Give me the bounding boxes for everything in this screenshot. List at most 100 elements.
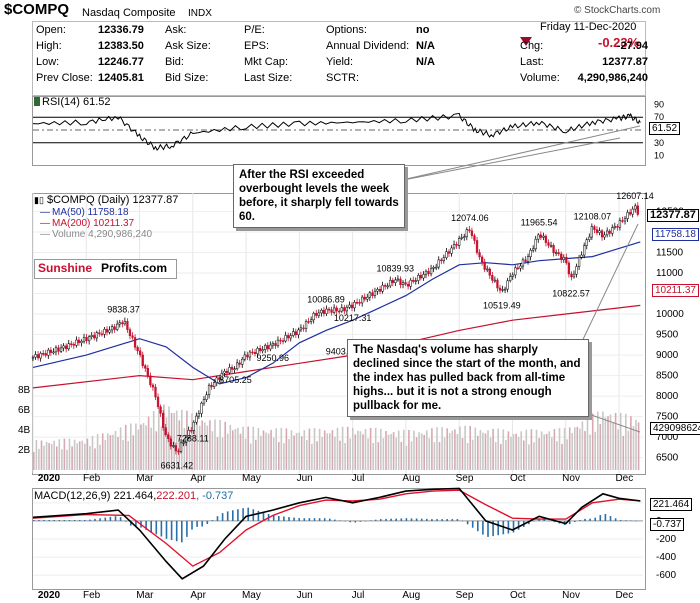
- candle-body: [174, 445, 178, 452]
- volume-bar: [591, 413, 594, 470]
- volume-bar: [581, 421, 584, 470]
- volume-bar: [109, 435, 112, 470]
- volume-bar: [43, 445, 45, 470]
- candle-body: [475, 240, 479, 253]
- quote-label: Last Size:: [244, 72, 293, 84]
- candle-body: [585, 239, 588, 246]
- macd-histogram-bar: [63, 520, 66, 521]
- volume-bar: [530, 429, 533, 470]
- candle-body: [151, 384, 155, 388]
- volume-bar: [441, 427, 443, 470]
- month-tick-label: Oct: [510, 590, 526, 601]
- candle-body: [52, 351, 55, 354]
- candle-body: [197, 413, 201, 417]
- volume-bar: [219, 420, 221, 470]
- candle-body: [386, 285, 389, 288]
- volume-bar: [247, 426, 249, 470]
- candle-body: [233, 368, 236, 370]
- volume-bar: [535, 429, 538, 470]
- macd-histogram-bar: [221, 513, 224, 521]
- volume-bar: [68, 438, 71, 470]
- volume-bar: [540, 431, 543, 470]
- quote-label: P/E:: [244, 24, 265, 36]
- candle-body: [105, 328, 109, 333]
- volume-bar: [390, 434, 392, 470]
- logo-text-a: Sunshine: [38, 261, 93, 275]
- volume-bar: [224, 421, 226, 470]
- volume-bar: [597, 411, 599, 470]
- volume-bar: [548, 431, 551, 470]
- volume-bar: [278, 441, 280, 470]
- candle-body: [486, 268, 489, 271]
- candle-body: [557, 252, 560, 255]
- macd-histogram-bar: [471, 520, 474, 528]
- macd-histogram-bar: [625, 520, 627, 521]
- volume-bar: [71, 446, 73, 470]
- candle-body: [437, 259, 440, 268]
- macd-histogram-bar: [272, 515, 275, 521]
- volume-bar: [275, 428, 277, 470]
- volume-bar: [431, 428, 433, 470]
- month-tick-label: Nov: [562, 590, 580, 601]
- volume-bar: [574, 427, 576, 470]
- candle-body: [524, 259, 527, 262]
- volume-bar: [438, 442, 441, 470]
- candle-body: [258, 348, 262, 352]
- volume-bar: [568, 427, 571, 470]
- volume-bar: [211, 431, 214, 470]
- volume-bar: [410, 441, 413, 470]
- candle-body: [424, 270, 428, 275]
- macd-histogram-bar: [619, 520, 622, 521]
- volume-annotation-pointer: [576, 223, 639, 353]
- volume-bar: [226, 433, 229, 470]
- candle-body: [284, 335, 287, 342]
- rsi-panel: [32, 96, 646, 166]
- volume-bar: [114, 430, 117, 470]
- macd-histogram-bar: [456, 519, 459, 521]
- macd-histogram-bar: [135, 520, 137, 527]
- candle-body: [562, 257, 565, 260]
- macd-histogram-bar: [145, 520, 147, 530]
- price-tick-label: 7000: [656, 432, 679, 443]
- month-tick-label: Apr: [190, 590, 206, 601]
- macd-histogram-bar: [323, 518, 326, 521]
- candle-body: [269, 344, 272, 350]
- volume-bar: [140, 424, 142, 470]
- volume-bar: [625, 413, 627, 470]
- volume-bar: [112, 434, 114, 470]
- price-point-label: 9403.00: [326, 347, 359, 357]
- candle-body: [491, 275, 494, 281]
- candle-body: [414, 280, 417, 282]
- candle-body: [503, 288, 507, 291]
- candle-body: [532, 248, 535, 251]
- candle-body: [368, 292, 371, 298]
- candle-body: [567, 262, 571, 275]
- volume-bar: [630, 416, 632, 470]
- rsi-annotation-pointer: [392, 137, 621, 183]
- macd-histogram-bar: [364, 520, 367, 522]
- volume-bar: [132, 435, 135, 470]
- volume-bar: [448, 433, 451, 470]
- macd-histogram-bar: [410, 518, 413, 521]
- volume-bar: [382, 438, 385, 470]
- candle-body: [343, 307, 346, 312]
- volume-bar: [339, 440, 341, 470]
- candle-body: [565, 257, 568, 264]
- quote-label: Volume:: [520, 72, 560, 84]
- price-point-label: 10217.31: [334, 313, 372, 323]
- volume-bar: [33, 452, 35, 470]
- candle-body: [478, 252, 481, 258]
- rsi-tick-label: 30: [654, 138, 664, 148]
- volume-bar: [374, 427, 377, 470]
- volume-bar: [58, 439, 61, 470]
- volume-bar: [163, 404, 165, 470]
- quote-label: High:: [36, 40, 62, 52]
- macd-histogram-bar: [553, 520, 556, 523]
- volume-bar: [295, 432, 298, 470]
- volume-bar: [280, 427, 283, 470]
- candle-body: [406, 284, 410, 287]
- candle-body: [468, 229, 471, 232]
- candle-body: [271, 343, 275, 346]
- volume-bar: [589, 434, 591, 470]
- quote-label: Bid Size:: [165, 72, 209, 84]
